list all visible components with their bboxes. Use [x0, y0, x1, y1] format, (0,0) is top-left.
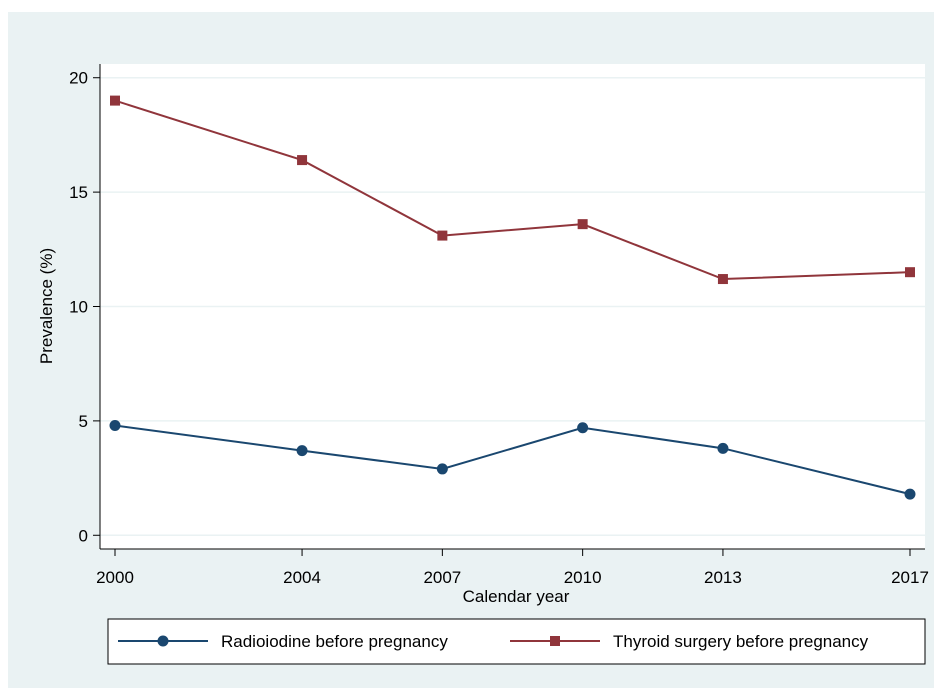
x-axis-ticks: 2000 2004 2007 2010 2013 2017: [96, 549, 929, 587]
x-axis-label: Calendar year: [463, 587, 570, 606]
data-point-square: [717, 274, 728, 285]
y-tick-label: 0: [79, 526, 88, 545]
legend-marker-circle: [157, 635, 169, 647]
series-layer: [109, 95, 916, 500]
data-point-circle: [904, 488, 916, 500]
x-tick-label: 2013: [704, 568, 742, 587]
data-point-square: [905, 267, 915, 278]
data-point-square: [110, 95, 120, 106]
x-tick-label: 2010: [564, 568, 602, 587]
series-line: [114, 424, 911, 496]
x-tick-label: 2007: [423, 568, 461, 587]
x-tick-label: 2000: [96, 568, 134, 587]
data-point-circle: [109, 419, 121, 431]
x-tick-label: 2004: [283, 568, 321, 587]
series-1: [110, 95, 915, 285]
series-0: [109, 419, 916, 500]
y-tick-label: 20: [69, 69, 88, 88]
data-point-circle: [577, 422, 589, 434]
y-tick-label: 10: [69, 298, 88, 317]
legend: Radioiodine before pregnancy Thyroid surg…: [107, 618, 926, 665]
legend-label: Radioiodine before pregnancy: [221, 632, 448, 651]
legend-marker-square: [550, 636, 560, 646]
legend-label: Thyroid surgery before pregnancy: [613, 632, 869, 651]
y-tick-label: 5: [79, 412, 88, 431]
data-point-square: [577, 219, 588, 230]
y-tick-label: 15: [69, 183, 88, 202]
data-point-circle: [436, 463, 448, 475]
series-line: [114, 99, 911, 281]
y-axis-label: Prevalence (%): [37, 248, 56, 364]
data-point-square: [437, 230, 448, 241]
data-point-square: [297, 155, 308, 166]
x-tick-label: 2017: [891, 568, 929, 587]
gridlines: [100, 76, 925, 537]
data-point-circle: [717, 442, 729, 454]
legend-item-1: Thyroid surgery before pregnancy: [510, 632, 869, 651]
y-axis-ticks: 0 5 10 15 20: [69, 69, 100, 545]
legend-item-0: Radioiodine before pregnancy: [118, 632, 448, 651]
data-point-circle: [296, 445, 308, 457]
legend-items: Radioiodine before pregnancy Thyroid surg…: [118, 632, 869, 651]
